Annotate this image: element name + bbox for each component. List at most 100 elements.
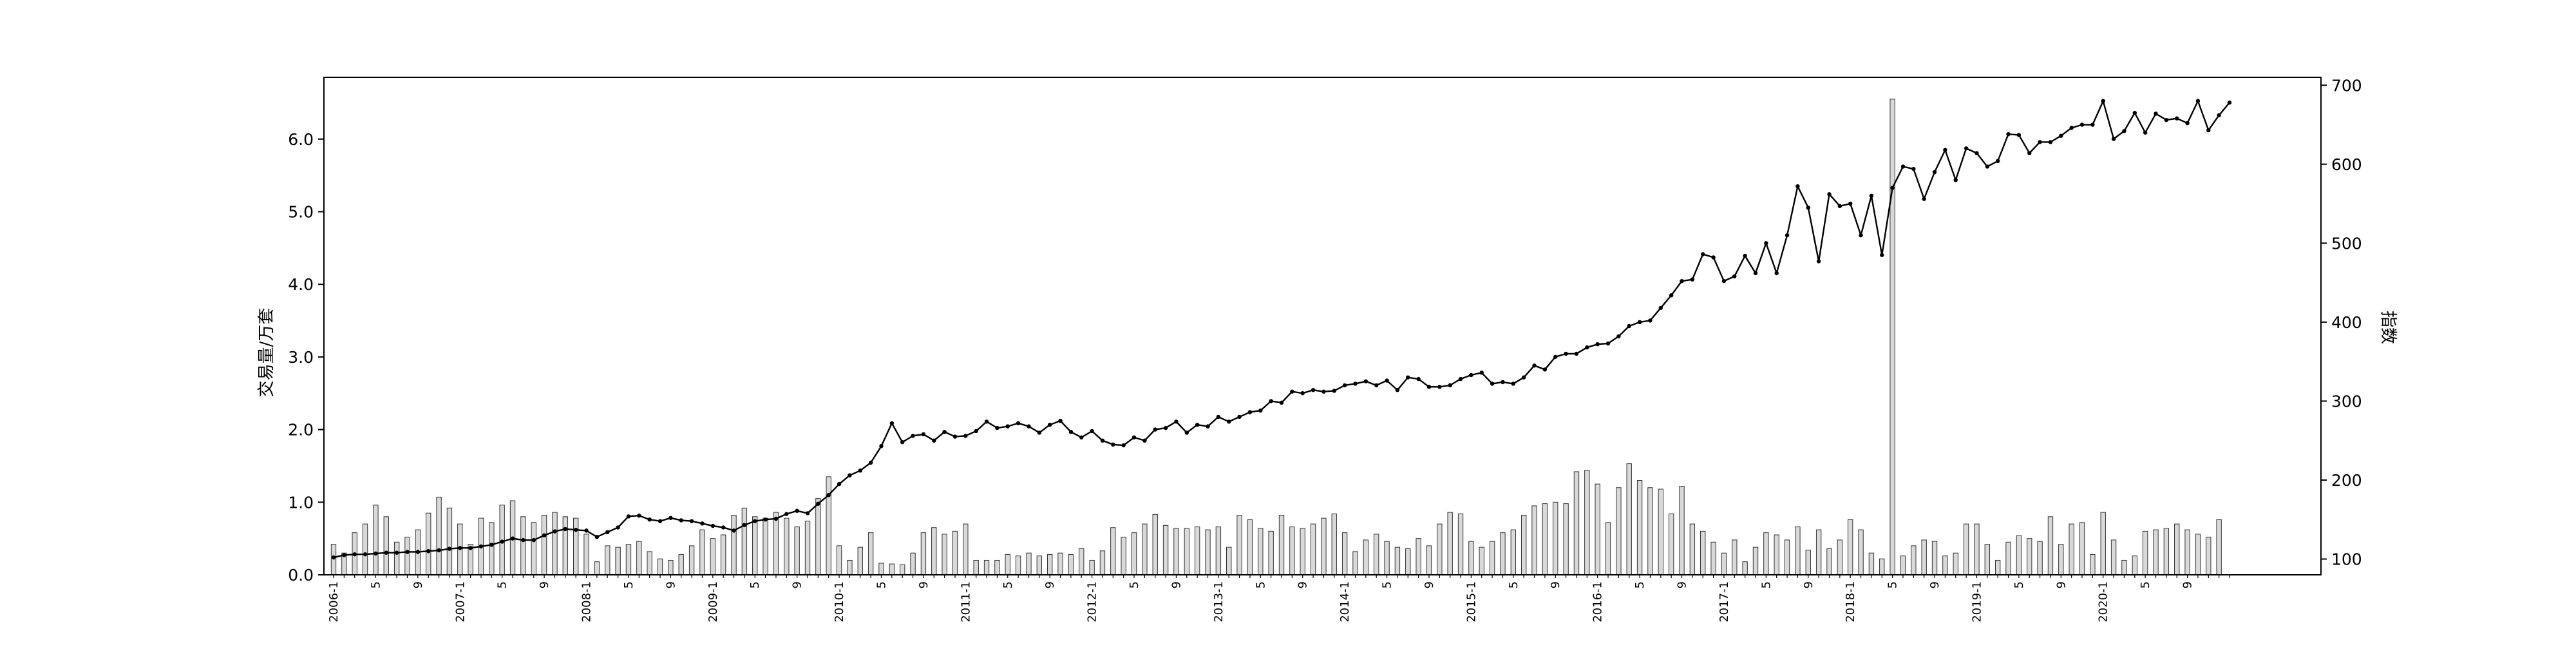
x-tick-label: 5 <box>1001 581 1015 588</box>
bar <box>1437 523 1443 575</box>
bar <box>625 544 632 575</box>
x-tick-label: 5 <box>369 581 383 588</box>
index-point <box>647 517 652 522</box>
index-point <box>1258 408 1263 413</box>
x-tick-label: 9 <box>1676 581 1689 588</box>
index-point <box>1880 253 1884 257</box>
index-point <box>1532 363 1537 368</box>
index-point <box>394 550 399 555</box>
index-point <box>2164 117 2169 122</box>
index-point <box>1721 278 1727 284</box>
x-tick-label: 5 <box>1886 581 1900 588</box>
bar <box>1363 539 1369 575</box>
bar <box>1205 529 1211 575</box>
bar <box>1258 528 1264 575</box>
index-point <box>553 529 557 534</box>
index-point <box>963 434 968 438</box>
bar <box>594 561 600 575</box>
bar <box>1489 541 1495 575</box>
index-point <box>1701 252 1705 256</box>
index-point <box>1627 324 1631 329</box>
x-tick-label: 9 <box>1170 581 1183 588</box>
x-tick-label: 2019-1 <box>1970 581 1984 623</box>
bar <box>1374 534 1379 575</box>
bar <box>573 517 579 575</box>
y-right-tick-label: 200 <box>2331 471 2362 490</box>
index-point <box>1363 379 1368 383</box>
index-point <box>1911 166 1916 171</box>
bar <box>373 505 379 575</box>
bar <box>615 546 621 575</box>
index-point <box>616 525 620 530</box>
index-point <box>1837 204 1842 208</box>
index-point <box>900 439 905 445</box>
bar <box>393 541 400 575</box>
x-tick-label: 5 <box>496 581 509 588</box>
y-left-tick-label: 5.0 <box>288 202 314 221</box>
bar <box>1457 513 1464 575</box>
bar <box>931 527 937 575</box>
index-point <box>2227 101 2232 105</box>
x-tick-label: 2010-1 <box>833 581 846 623</box>
x-tick-label: 2013-1 <box>1212 581 1226 623</box>
index-point <box>1247 410 1253 414</box>
bar <box>1047 554 1053 575</box>
bar <box>1689 523 1696 575</box>
bar <box>1784 539 1790 575</box>
bar <box>1868 552 1875 575</box>
x-tick-label: 9 <box>1423 581 1436 588</box>
index-point <box>816 501 820 506</box>
bar <box>647 551 652 575</box>
index-point <box>2217 113 2221 118</box>
x-tick-label: 9 <box>1928 581 1942 588</box>
index-point <box>1121 443 1126 448</box>
bar <box>2142 530 2148 575</box>
bar <box>784 517 790 575</box>
index-point <box>447 546 452 551</box>
index-point <box>342 553 346 557</box>
bar <box>1710 541 1716 575</box>
index-point <box>1795 184 1800 189</box>
index-point <box>1448 383 1452 388</box>
index-point <box>489 543 494 547</box>
bar <box>2079 522 2085 575</box>
y-left-tick-label: 3.0 <box>288 348 314 367</box>
index-point <box>2206 128 2211 133</box>
index-point <box>1321 389 1326 394</box>
bar <box>1742 561 1748 575</box>
bar <box>2206 536 2211 575</box>
bar <box>2090 554 2096 575</box>
x-tick-label: 9 <box>1043 581 1057 588</box>
right-axis: 100 200 300 400 500 600 700 <box>2321 76 2362 568</box>
bar <box>1974 523 1980 575</box>
x-tick-label: 9 <box>917 581 931 588</box>
bar <box>583 534 589 575</box>
bar <box>2174 523 2180 575</box>
x-tick-label: 9 <box>791 581 804 588</box>
bar <box>731 515 737 575</box>
bar <box>1215 526 1222 575</box>
bar <box>1563 503 1569 575</box>
y-right-tick-label: 400 <box>2331 313 2362 332</box>
index-point <box>1374 383 1379 388</box>
index-point <box>1269 399 1273 403</box>
bar <box>426 512 431 575</box>
bar <box>1636 479 1643 575</box>
bar <box>2216 519 2222 575</box>
bar <box>1468 541 1474 575</box>
x-tick-label: 2008-1 <box>580 581 594 623</box>
index-point <box>1648 318 1653 323</box>
x-tick-label: 9 <box>664 581 677 588</box>
index-point <box>2154 111 2158 116</box>
bar <box>1647 487 1653 575</box>
bar <box>1848 519 1853 575</box>
bar <box>983 559 990 575</box>
index-point <box>458 546 462 550</box>
index-point <box>374 551 378 556</box>
index-point <box>1501 380 1505 385</box>
bar <box>1194 526 1200 575</box>
bar <box>1068 554 1074 575</box>
plot-frame <box>323 77 2322 575</box>
x-tick-label: 5 <box>748 581 762 588</box>
index-point <box>1690 277 1695 282</box>
